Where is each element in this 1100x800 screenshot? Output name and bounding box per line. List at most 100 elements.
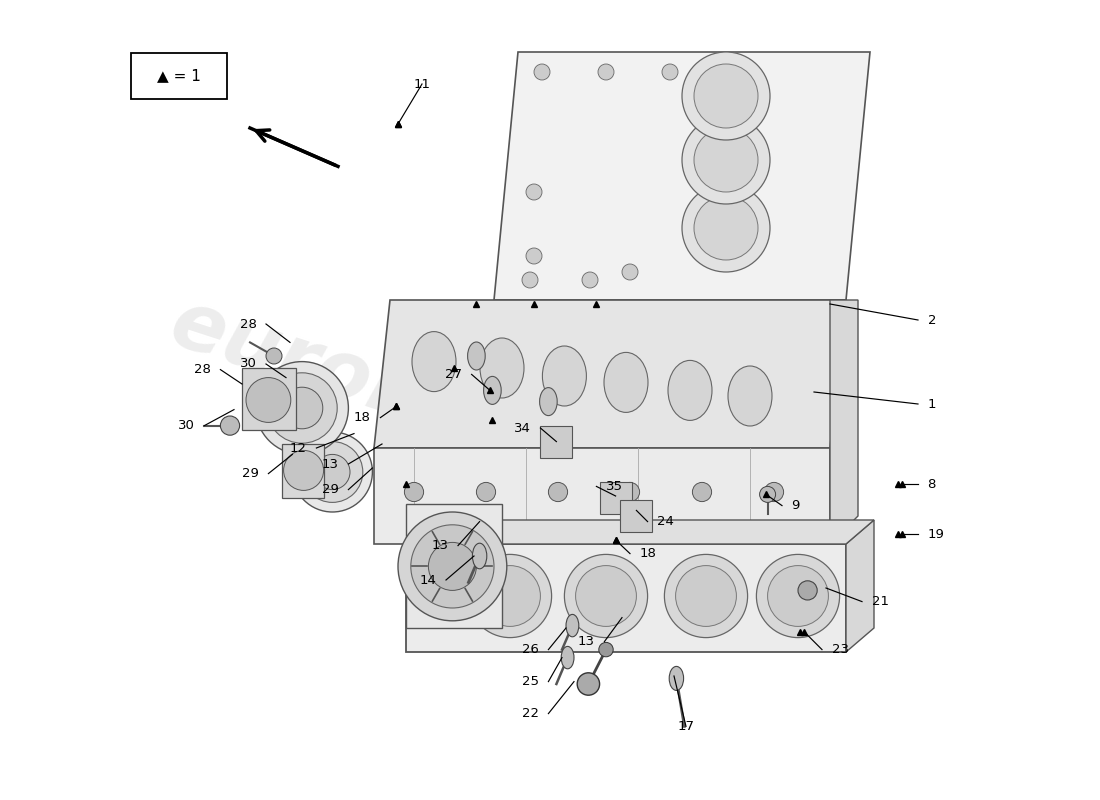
Text: 25: 25 <box>521 675 539 688</box>
Text: 1: 1 <box>927 398 936 410</box>
Circle shape <box>694 128 758 192</box>
Circle shape <box>302 442 363 502</box>
Text: 24: 24 <box>657 515 674 528</box>
Circle shape <box>315 454 350 490</box>
Ellipse shape <box>604 352 648 413</box>
Text: 2: 2 <box>927 314 936 326</box>
Text: ▲ = 1: ▲ = 1 <box>157 68 200 82</box>
Circle shape <box>480 566 540 626</box>
Polygon shape <box>406 504 502 628</box>
Circle shape <box>664 554 748 638</box>
Circle shape <box>469 554 551 638</box>
Polygon shape <box>846 520 874 652</box>
Circle shape <box>534 64 550 80</box>
Circle shape <box>620 482 639 502</box>
Text: 26: 26 <box>521 643 539 656</box>
Text: 18: 18 <box>639 547 657 560</box>
Circle shape <box>564 554 648 638</box>
Ellipse shape <box>566 614 579 637</box>
Circle shape <box>798 581 817 600</box>
Ellipse shape <box>542 346 586 406</box>
Text: 12: 12 <box>289 442 307 454</box>
Ellipse shape <box>480 338 524 398</box>
Text: 35: 35 <box>606 480 623 493</box>
Text: 13: 13 <box>431 539 449 552</box>
Circle shape <box>582 272 598 288</box>
Circle shape <box>220 416 240 435</box>
Circle shape <box>255 362 349 454</box>
Text: 18: 18 <box>354 411 371 424</box>
Text: a passion for...: a passion for... <box>402 466 618 558</box>
Text: 34: 34 <box>514 422 531 434</box>
Text: 9: 9 <box>792 499 800 512</box>
Ellipse shape <box>668 360 712 421</box>
Circle shape <box>410 525 494 608</box>
FancyBboxPatch shape <box>600 482 631 514</box>
Circle shape <box>662 64 678 80</box>
Circle shape <box>476 482 496 502</box>
Polygon shape <box>494 52 870 300</box>
Circle shape <box>526 248 542 264</box>
Circle shape <box>768 566 828 626</box>
Ellipse shape <box>468 342 485 370</box>
Circle shape <box>526 184 542 200</box>
Circle shape <box>682 116 770 204</box>
Ellipse shape <box>540 388 558 416</box>
FancyBboxPatch shape <box>620 500 652 532</box>
Text: 30: 30 <box>178 419 195 432</box>
Text: 19: 19 <box>927 528 945 541</box>
Circle shape <box>293 432 373 512</box>
Ellipse shape <box>472 543 487 569</box>
Circle shape <box>764 482 783 502</box>
Ellipse shape <box>412 331 456 391</box>
Text: 1985: 1985 <box>520 543 708 657</box>
Circle shape <box>682 184 770 272</box>
Polygon shape <box>242 368 296 430</box>
Circle shape <box>405 482 424 502</box>
Circle shape <box>760 486 775 502</box>
Text: 29: 29 <box>322 483 339 496</box>
Circle shape <box>398 512 507 621</box>
Circle shape <box>267 373 338 443</box>
Text: 8: 8 <box>927 478 936 490</box>
Text: 13: 13 <box>322 458 339 470</box>
Circle shape <box>621 264 638 280</box>
Circle shape <box>522 272 538 288</box>
Circle shape <box>692 482 712 502</box>
Text: 11: 11 <box>414 78 430 90</box>
Polygon shape <box>830 300 858 544</box>
Text: 21: 21 <box>871 595 889 608</box>
Circle shape <box>549 482 568 502</box>
Ellipse shape <box>669 666 683 690</box>
Polygon shape <box>374 300 846 448</box>
FancyBboxPatch shape <box>540 426 572 458</box>
Text: 17: 17 <box>678 720 694 733</box>
Text: 14: 14 <box>419 574 437 586</box>
Circle shape <box>578 673 600 695</box>
Text: 27: 27 <box>446 368 462 381</box>
Polygon shape <box>406 520 874 544</box>
Circle shape <box>675 566 736 626</box>
Text: eurobros: eurobros <box>161 284 572 484</box>
Circle shape <box>246 378 290 422</box>
Text: 23: 23 <box>832 643 848 656</box>
Text: 22: 22 <box>521 707 539 720</box>
Ellipse shape <box>484 376 502 405</box>
Circle shape <box>682 52 770 140</box>
Ellipse shape <box>561 646 574 669</box>
Polygon shape <box>282 444 324 498</box>
Ellipse shape <box>728 366 772 426</box>
Text: 29: 29 <box>242 467 258 480</box>
Circle shape <box>757 554 839 638</box>
Polygon shape <box>406 544 846 652</box>
Text: 13: 13 <box>578 635 595 648</box>
Text: 30: 30 <box>240 358 256 370</box>
Circle shape <box>428 542 476 590</box>
Circle shape <box>266 348 282 364</box>
Circle shape <box>575 566 637 626</box>
Circle shape <box>694 64 758 128</box>
Circle shape <box>284 450 323 490</box>
Circle shape <box>598 64 614 80</box>
FancyBboxPatch shape <box>131 53 227 99</box>
Polygon shape <box>374 448 830 544</box>
